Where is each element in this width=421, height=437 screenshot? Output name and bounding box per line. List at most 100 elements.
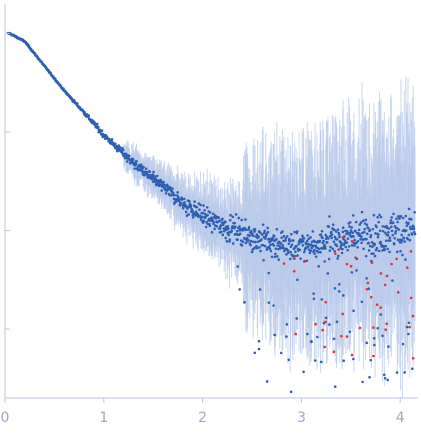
outlier-point — [340, 334, 343, 338]
data-point — [364, 254, 368, 258]
data-point — [263, 244, 267, 248]
data-point — [251, 240, 255, 244]
data-point — [381, 249, 384, 252]
data-point — [401, 216, 405, 220]
data-point — [387, 227, 391, 230]
data-point — [407, 332, 410, 336]
data-point — [220, 230, 223, 233]
data-point — [342, 294, 345, 297]
data-point — [307, 237, 311, 241]
data-point — [265, 232, 268, 236]
outlier-point — [372, 326, 375, 329]
data-point — [291, 239, 295, 242]
data-point — [327, 225, 331, 229]
outlier-point — [332, 350, 336, 354]
data-point — [400, 238, 404, 242]
data-point — [236, 238, 239, 242]
data-point — [230, 229, 233, 233]
data-point — [160, 189, 163, 192]
data-point — [273, 333, 276, 337]
data-point — [355, 269, 358, 272]
data-point — [386, 378, 390, 382]
data-point — [164, 191, 168, 195]
outlier-point — [345, 262, 349, 266]
data-point — [403, 371, 406, 374]
data-point — [330, 230, 333, 234]
outlier-point — [302, 260, 306, 263]
data-point — [367, 241, 371, 245]
data-point — [313, 240, 317, 244]
data-point — [268, 240, 271, 244]
data-point — [154, 177, 158, 180]
data-point — [265, 380, 269, 383]
data-point — [413, 210, 416, 214]
data-point — [234, 225, 237, 229]
data-point — [393, 237, 396, 240]
data-point — [200, 215, 204, 219]
data-point — [392, 212, 395, 216]
data-point — [332, 228, 336, 232]
data-point — [253, 228, 257, 231]
data-point — [193, 200, 196, 203]
data-point — [243, 300, 246, 304]
data-point — [188, 200, 191, 203]
data-point — [227, 233, 231, 237]
data-point — [182, 197, 186, 201]
data-point — [125, 160, 129, 163]
data-point — [208, 211, 212, 214]
data-point — [205, 221, 208, 224]
data-point — [215, 225, 219, 228]
outlier-point — [409, 296, 413, 300]
data-point — [407, 321, 411, 325]
outlier-point — [350, 353, 354, 357]
data-point — [381, 229, 385, 233]
data-point — [347, 231, 350, 235]
data-point — [354, 220, 358, 224]
data-point — [221, 217, 224, 221]
outlier-point — [379, 272, 383, 275]
data-point — [333, 385, 337, 389]
data-point — [353, 238, 356, 242]
data-point — [173, 193, 176, 197]
data-point — [357, 228, 361, 232]
data-point — [289, 250, 292, 254]
data-point — [314, 255, 318, 258]
data-point — [319, 250, 322, 254]
data-point — [95, 122, 99, 126]
data-point — [364, 218, 368, 222]
data-point — [205, 206, 209, 209]
data-point — [297, 242, 301, 246]
data-point — [273, 255, 277, 259]
data-point — [408, 238, 412, 242]
data-point — [379, 215, 383, 219]
data-point — [206, 213, 209, 217]
data-point — [301, 239, 305, 243]
data-point — [368, 228, 372, 232]
data-point — [335, 320, 339, 324]
data-point — [240, 218, 243, 222]
data-point — [407, 221, 410, 225]
data-point — [376, 235, 380, 239]
data-point — [311, 230, 315, 233]
data-point — [320, 298, 324, 301]
data-point — [293, 230, 296, 234]
data-point — [121, 148, 125, 152]
data-point — [217, 216, 221, 220]
outlier-point — [411, 314, 415, 318]
data-point — [218, 226, 222, 230]
data-point — [250, 229, 253, 233]
data-point — [342, 359, 346, 363]
data-point — [241, 240, 245, 243]
data-point — [238, 288, 242, 291]
data-point — [371, 227, 375, 231]
data-point — [390, 225, 393, 229]
data-point — [309, 236, 312, 239]
data-point — [311, 244, 315, 248]
data-point — [372, 252, 375, 255]
data-point — [323, 260, 326, 263]
data-point — [348, 220, 352, 224]
outlier-point — [294, 332, 298, 336]
data-point — [346, 237, 350, 240]
data-point — [328, 323, 331, 326]
